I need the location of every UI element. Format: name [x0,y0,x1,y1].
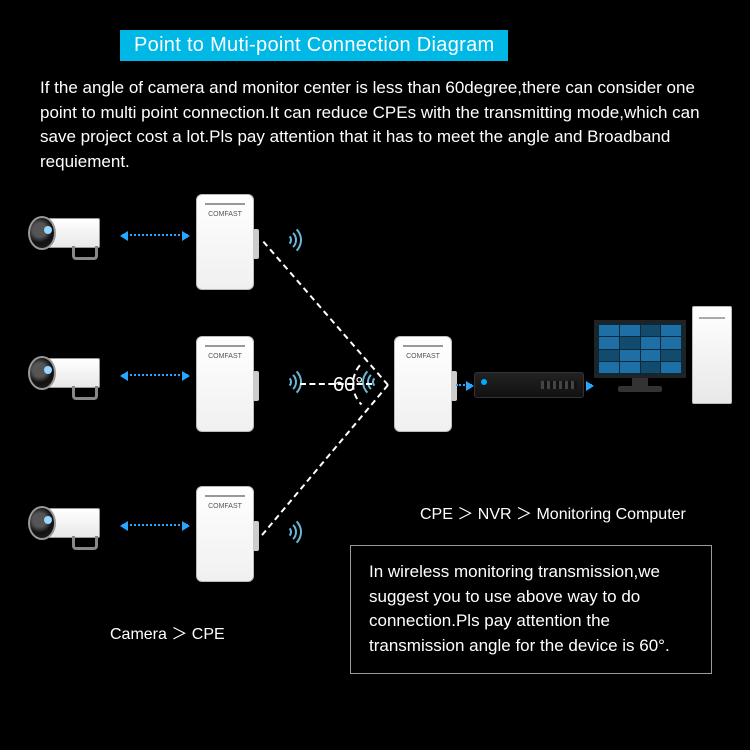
cpe-tx-3: COMFAST [196,486,254,582]
link-cam2-cpe [122,374,188,376]
chain-left: Camera ＞ CPE [110,620,225,644]
link-cam1-cpe [122,234,188,236]
link-cpe-nvr [456,384,472,386]
link-nvr-monitor [586,384,592,386]
wifi-icon [258,362,292,402]
connection-diagram: COMFAST COMFAST COMFAST COMFAST 60° CPE … [0,200,750,620]
note-text: In wireless monitoring transmission,we s… [369,562,670,655]
note-box: In wireless monitoring transmission,we s… [350,545,712,674]
angle-label: 60° [333,374,363,397]
link-cam3-cpe [122,524,188,526]
title: Point to Muti-point Connection Diagram [120,30,508,61]
monitoring-computer [594,320,686,398]
description-text: If the angle of camera and monitor cente… [40,76,710,175]
camera-2 [28,350,118,402]
camera-3 [28,500,118,552]
nvr-device [474,372,584,398]
camera-1 [28,210,118,262]
pc-tower [692,306,732,404]
cpe-tx-1: COMFAST [196,194,254,290]
cpe-tx-2: COMFAST [196,336,254,432]
chain-right: CPE ＞ NVR ＞ Monitoring Computer [420,500,686,524]
